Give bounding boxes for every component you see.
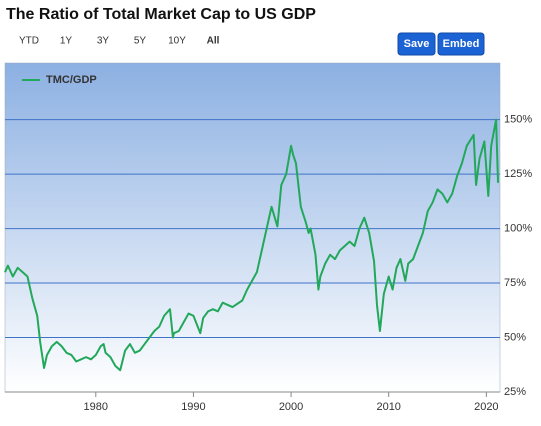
range-option[interactable]: 1Y	[60, 36, 73, 47]
y-tick-label: 150%	[504, 114, 532, 126]
x-tick-label: 1980	[84, 401, 108, 413]
save-button[interactable]: Save	[404, 38, 430, 50]
embed-button[interactable]: Embed	[443, 38, 480, 50]
x-tick-label: 2010	[376, 401, 400, 413]
y-tick-label: 125%	[504, 168, 532, 180]
range-option[interactable]: All	[207, 36, 220, 47]
x-tick-label: 1990	[181, 401, 205, 413]
chart-title: The Ratio of Total Market Cap to US GDP	[6, 6, 316, 23]
y-tick-label: 25%	[504, 386, 526, 398]
range-option[interactable]: 10Y	[168, 36, 186, 47]
y-tick-label: 100%	[504, 222, 532, 234]
embed-button-bg[interactable]	[437, 32, 485, 56]
x-tick-label: 2000	[279, 401, 303, 413]
range-selector: YTD 1Y 3Y 5Y 10Y All	[19, 36, 220, 47]
save-button-bg[interactable]	[397, 32, 436, 56]
plot-area	[4, 62, 501, 393]
range-option[interactable]: 3Y	[97, 36, 110, 47]
y-tick-label: 50%	[504, 331, 526, 343]
y-tick-label: 75%	[504, 277, 526, 289]
range-option[interactable]: YTD	[19, 36, 39, 47]
legend-label: TMC/GDP	[46, 74, 97, 86]
x-tick-label: 2020	[474, 401, 498, 413]
series-line	[4, 118, 500, 372]
range-option[interactable]: 5Y	[134, 36, 147, 47]
